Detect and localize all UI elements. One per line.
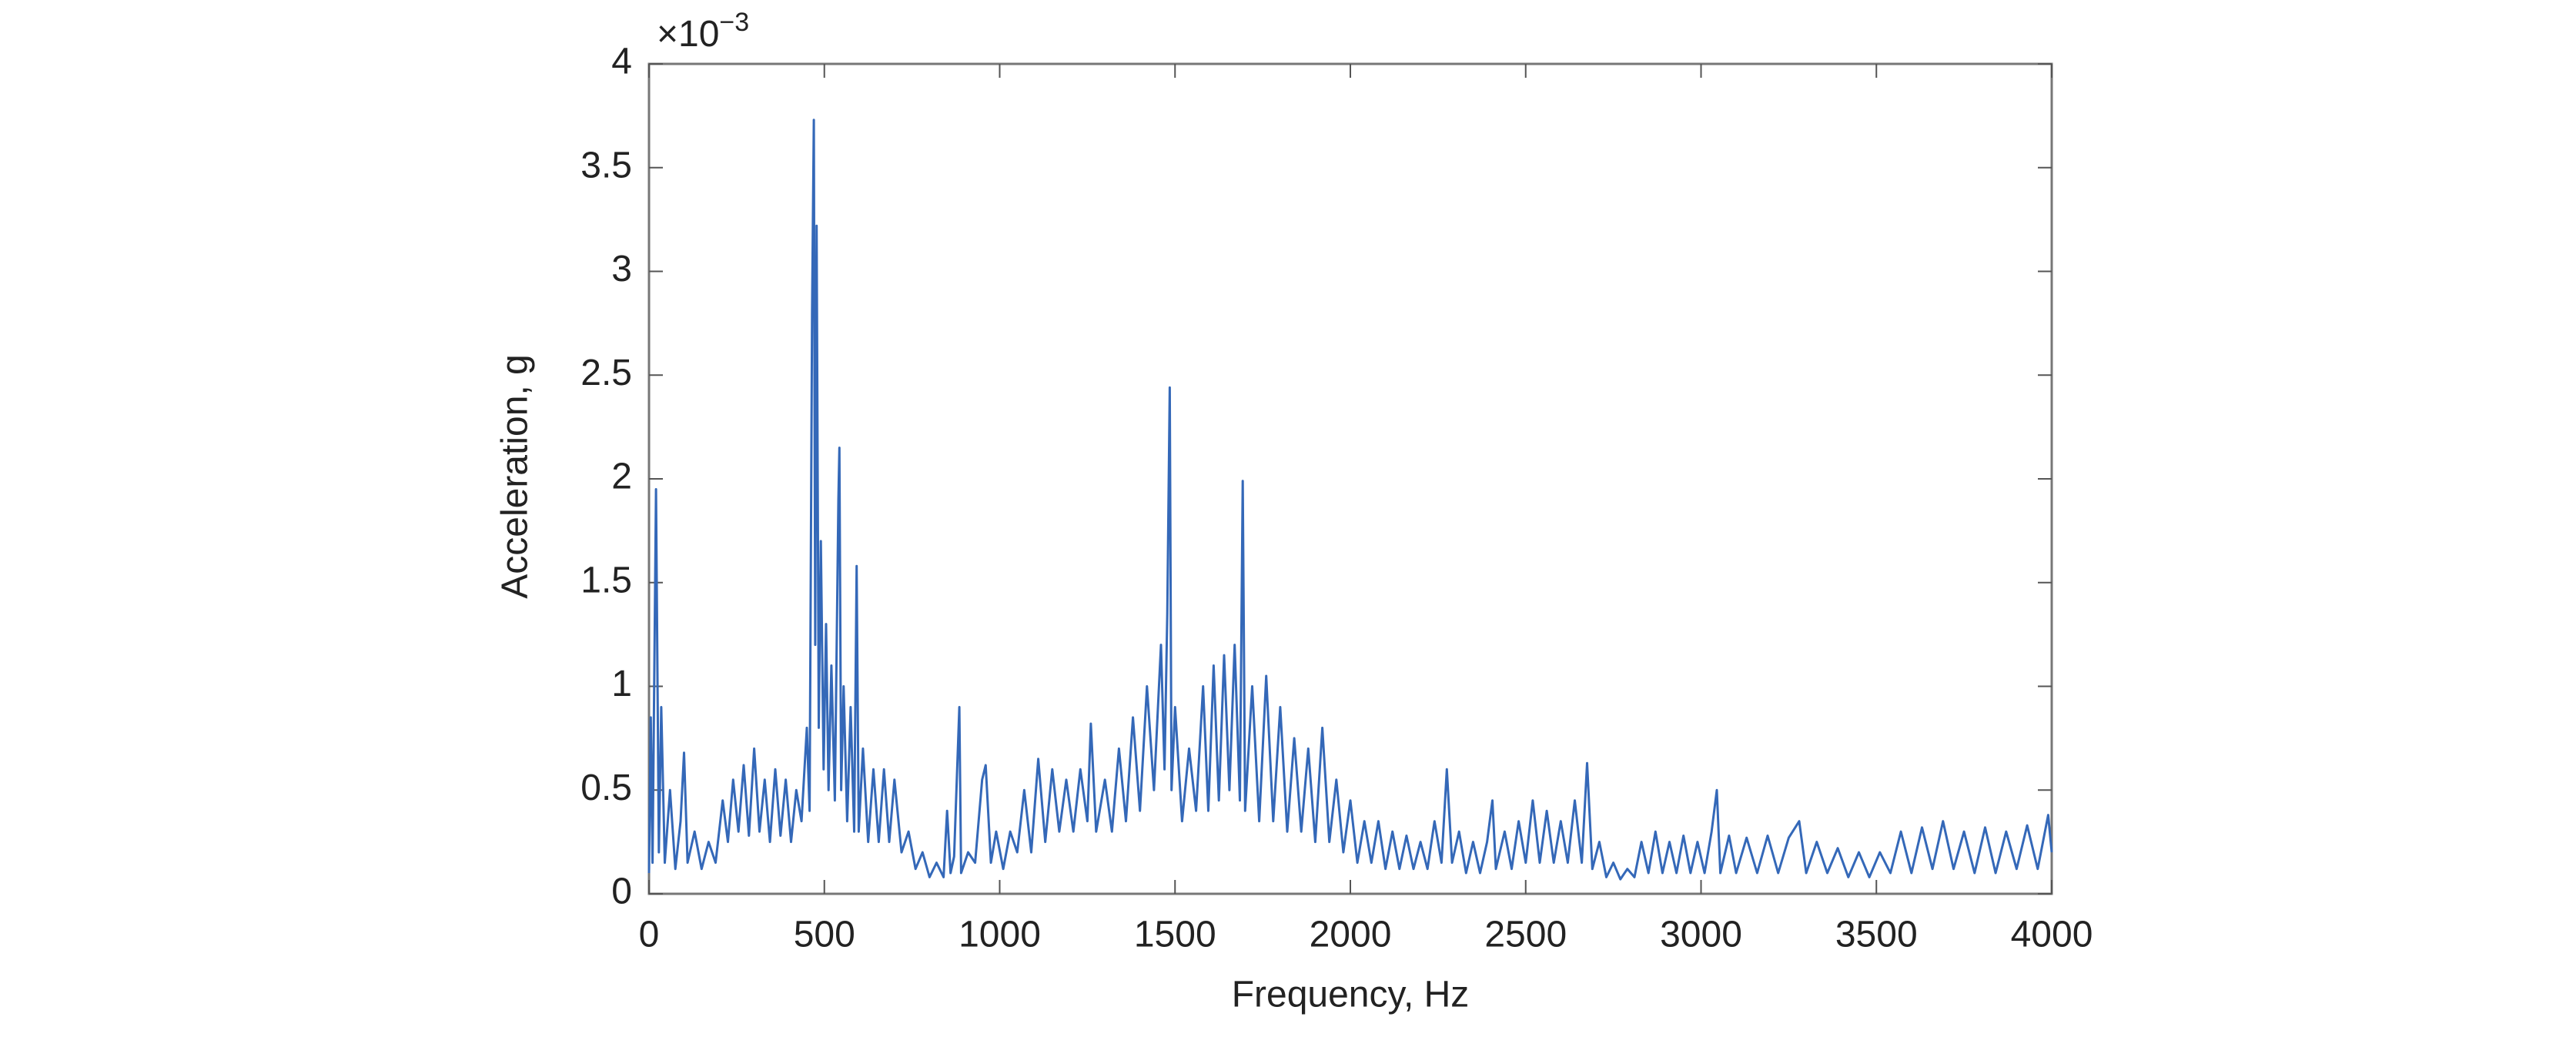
y-axis-label: Acceleration, g <box>495 354 536 599</box>
x-tick-label: 4000 <box>2011 915 2093 955</box>
y-tick-label: 1 <box>611 664 632 704</box>
plot-frame <box>647 62 2053 895</box>
spectrum-line <box>647 119 2053 881</box>
y-tick-label: 4 <box>611 42 632 82</box>
y-tick-label: 2 <box>611 457 632 497</box>
y-tick-label: 3.5 <box>580 145 632 186</box>
y-multiplier: ×10−3 <box>657 8 749 55</box>
x-tick-label: 0 <box>639 915 660 955</box>
y-tick-label: 3 <box>611 249 632 289</box>
x-axis-label: Frequency, Hz <box>1232 975 1470 1015</box>
y-multiplier-base: ×10 <box>657 14 719 55</box>
x-tick-label: 3000 <box>1660 915 1742 955</box>
y-tick-label: 2.5 <box>580 353 632 393</box>
y-tick-label: 0 <box>611 871 632 912</box>
x-tick-label: 500 <box>794 915 855 955</box>
y-tick-label: 1.5 <box>580 560 632 600</box>
x-tick-label: 2500 <box>1484 915 1567 955</box>
x-tick-label: 3500 <box>1835 915 1918 955</box>
x-tick-label: 1500 <box>1134 915 1216 955</box>
y-tick-label: 0.5 <box>580 768 632 808</box>
y-multiplier-exponent: −3 <box>719 8 749 37</box>
x-tick-label: 2000 <box>1310 915 1392 955</box>
x-tick-label: 1000 <box>958 915 1041 955</box>
